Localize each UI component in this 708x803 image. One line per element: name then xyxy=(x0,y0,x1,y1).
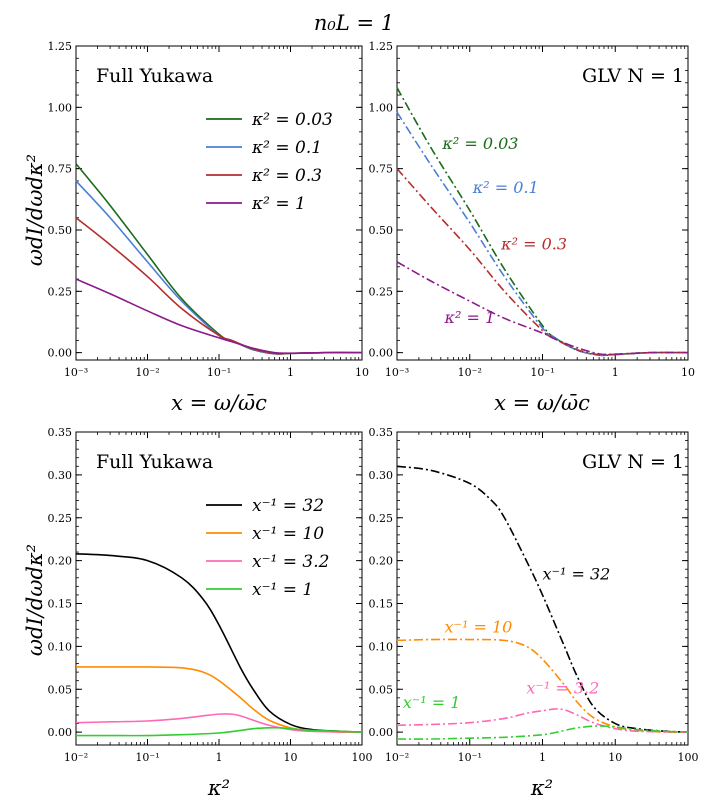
y-tick-label: 0.25 xyxy=(48,512,73,525)
x-axis-label-p1: x = ω/ω̄c xyxy=(171,391,267,415)
curve-label: κ² = 0.03 xyxy=(441,134,518,153)
panel-annotation: Full Yukawa xyxy=(96,65,213,87)
panel-full-yukawa-x: 10⁻³ 10⁻² 10⁻¹ 1 10 0.00 0.25 0.50 0.75 1.00 1.25 F… xyxy=(48,40,370,379)
y-axis-label-top: ωdI/dωdκ² xyxy=(23,154,47,266)
y-tick-label: 0.35 xyxy=(48,426,73,439)
y-tick-label: 1.00 xyxy=(369,101,394,114)
x-tick-label: 10⁻¹ xyxy=(135,751,159,764)
curve-label: κ² = 1 xyxy=(444,308,496,327)
curve-label: x⁻¹ = 3.2 xyxy=(526,679,599,698)
y-tick-label: 0.20 xyxy=(369,555,394,568)
y-tick-label: 0.30 xyxy=(48,469,73,482)
curve-label: x⁻¹ = 1 xyxy=(403,693,461,712)
x-tick-label: 10⁻¹ xyxy=(458,751,482,764)
y-tick-label: 0.25 xyxy=(48,285,73,298)
x-tick-label: 10 xyxy=(355,366,369,379)
series-line xyxy=(396,638,689,734)
y-tick-label: 0.05 xyxy=(48,683,73,696)
x-tick-label: 10⁻² xyxy=(64,751,88,764)
y-tick-label: 0.50 xyxy=(48,224,73,237)
y-axis-label-bottom: ωdI/dωdκ² xyxy=(23,544,47,656)
series-line xyxy=(76,726,363,737)
y-tick-label: 0.15 xyxy=(48,598,73,611)
curve-label: κ² = 0.3 xyxy=(500,235,567,254)
x-tick-label: 100 xyxy=(352,751,373,764)
y-tick-label: 0.10 xyxy=(369,640,394,653)
panel-annotation: GLV N = 1 xyxy=(582,451,684,473)
x-tick-label: 10⁻³ xyxy=(385,366,409,379)
panel-annotation: Full Yukawa xyxy=(96,451,213,473)
y-tick-label: 0.05 xyxy=(369,683,394,696)
panel-full-yukawa-kappa: 10⁻² 10⁻¹ 1 10 100 0.00 0.05 0.10 0.15 0.20 0.25 0.… xyxy=(48,426,373,764)
legend-label: x⁻¹ = 32 xyxy=(252,496,324,516)
y-tick-label: 0.00 xyxy=(48,726,73,739)
legend-label: x⁻¹ = 3.2 xyxy=(252,552,329,572)
legend-label: κ² = 1 xyxy=(251,194,306,214)
y-tick-label: 1.25 xyxy=(369,40,394,53)
x-tick-label: 10⁻² xyxy=(135,366,159,379)
x-tick-label: 10⁻³ xyxy=(64,366,88,379)
legend-label: κ² = 0.3 xyxy=(251,166,322,186)
panel-glv-x: 10⁻³ 10⁻² 10⁻¹ 1 10 0.00 0.25 0.50 0.75 1.00 1.25 G… xyxy=(369,40,696,379)
x-tick-label: 10 xyxy=(681,366,695,379)
series-line xyxy=(75,163,363,355)
series-line xyxy=(75,278,363,354)
legend-label: x⁻¹ = 10 xyxy=(252,524,324,544)
x-tick-label: 10 xyxy=(608,751,622,764)
series-line xyxy=(75,552,363,733)
series-line xyxy=(396,465,689,733)
curve-label: x⁻¹ = 32 xyxy=(543,564,611,583)
curve-label: κ² = 0.1 xyxy=(472,178,539,197)
x-tick-label: 10 xyxy=(284,751,298,764)
series-line xyxy=(396,87,689,357)
x-tick-label: 10⁻² xyxy=(458,366,482,379)
x-tick-label: 1 xyxy=(216,751,223,764)
y-tick-label: 0.20 xyxy=(48,555,73,568)
y-tick-label: 0.00 xyxy=(369,726,394,739)
x-tick-label: 1 xyxy=(539,751,546,764)
x-axis-label-p4: κ² xyxy=(530,776,553,800)
figure-title: n₀L = 1 xyxy=(314,11,394,35)
y-tick-label: 0.25 xyxy=(369,512,394,525)
x-tick-label: 1 xyxy=(612,366,619,379)
y-tick-label: 0.25 xyxy=(369,285,394,298)
y-tick-label: 0.75 xyxy=(369,163,394,176)
series-line xyxy=(396,261,689,356)
series-line xyxy=(75,180,363,355)
x-axis-label-p2: x = ω/ω̄c xyxy=(494,391,590,415)
x-tick-label: 10⁻¹ xyxy=(207,366,231,379)
y-tick-label: 0.15 xyxy=(369,598,394,611)
legend-label: κ² = 0.1 xyxy=(251,138,322,158)
legend-label: x⁻¹ = 1 xyxy=(252,580,313,600)
y-tick-label: 0.35 xyxy=(369,426,394,439)
series-line xyxy=(75,713,363,733)
y-tick-label: 0.30 xyxy=(369,469,394,482)
x-tick-label: 100 xyxy=(678,751,699,764)
series-line xyxy=(396,725,689,740)
x-axis-label-p3: κ² xyxy=(207,776,230,800)
y-tick-label: 0.00 xyxy=(369,347,394,360)
plot-frame xyxy=(396,45,689,361)
curve-label: x⁻¹ = 10 xyxy=(445,618,513,637)
y-tick-label: 1.25 xyxy=(48,40,73,53)
legend-label: κ² = 0.03 xyxy=(251,110,333,130)
x-tick-label: 10⁻¹ xyxy=(530,366,554,379)
panel-annotation: GLV N = 1 xyxy=(582,65,684,87)
x-tick-label: 10⁻² xyxy=(385,751,409,764)
x-tick-label: 1 xyxy=(287,366,294,379)
y-tick-label: 0.75 xyxy=(48,163,73,176)
y-tick-label: 0.00 xyxy=(48,347,73,360)
y-tick-label: 0.10 xyxy=(48,640,73,653)
y-tick-label: 1.00 xyxy=(48,101,73,114)
panel-glv-kappa: 10⁻² 10⁻¹ 1 10 100 0.00 0.05 0.10 0.15 0.20 0.25 0.… xyxy=(369,426,699,764)
y-tick-label: 0.50 xyxy=(369,224,394,237)
series-line xyxy=(396,708,689,733)
